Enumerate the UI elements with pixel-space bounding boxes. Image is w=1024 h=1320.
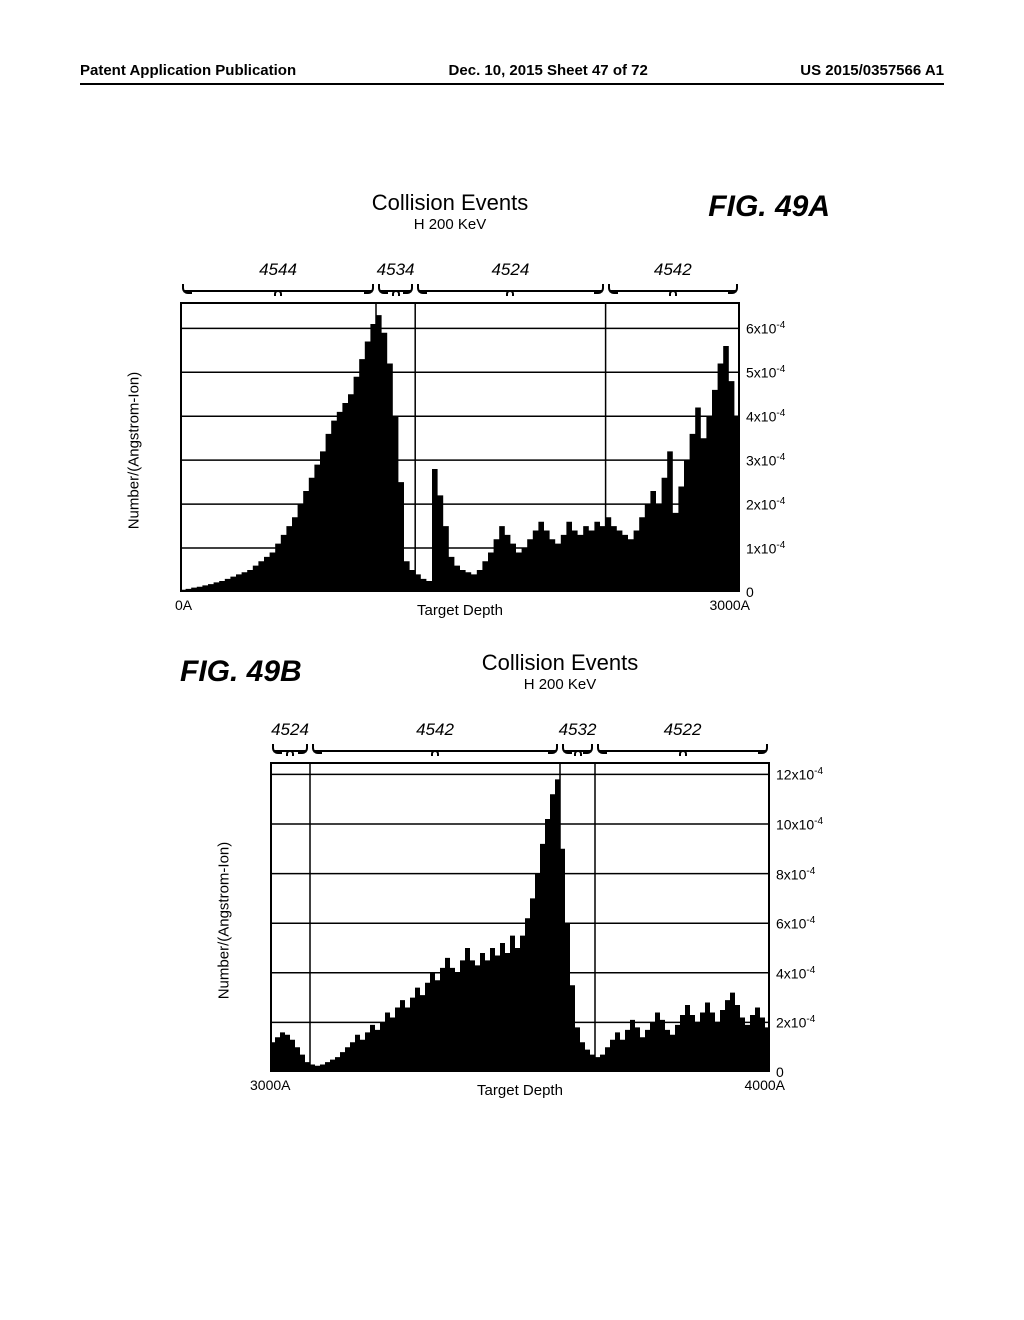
region-label: 4542 <box>648 260 698 280</box>
region-label: 4522 <box>658 720 708 740</box>
chart-b-subtitle: H 200 KeV <box>430 676 690 693</box>
region-brace <box>564 744 591 752</box>
header-left: Patent Application Publication <box>80 62 296 79</box>
region-brace <box>419 284 601 292</box>
region-brace <box>274 744 306 752</box>
region-label: 4542 <box>410 720 460 740</box>
plot-a <box>180 302 740 592</box>
y-tick: 6x10-4 <box>746 320 785 337</box>
figure-49a: Collision Events H 200 KeV FIG. 49A 4544… <box>140 190 860 592</box>
plot-b <box>270 762 770 1072</box>
figure-49b: FIG. 49B Collision Events H 200 KeV 4524… <box>180 650 860 1072</box>
y-tick: 12x10-4 <box>776 766 823 783</box>
region-brace <box>599 744 766 752</box>
region-label: 4532 <box>553 720 603 740</box>
y-tick: 6x10-4 <box>776 915 815 932</box>
region-brace <box>314 744 556 752</box>
y-tick: 3x10-4 <box>746 452 785 469</box>
region-brace <box>184 284 372 292</box>
chart-b-title: Collision Events <box>430 650 690 676</box>
regions-a: 4544 4534 4524 4542 <box>180 260 740 302</box>
regions-b: 4524454245324522 <box>270 720 770 762</box>
region-label: 4524 <box>485 260 535 280</box>
x-axis-label-b: Target Depth <box>270 1082 770 1099</box>
y-tick: 5x10-4 <box>746 364 785 381</box>
chart-a-subtitle: H 200 KeV <box>320 216 580 233</box>
region-label: 4534 <box>371 260 421 280</box>
figure-b-label: FIG. 49B <box>180 655 302 689</box>
y-tick: 8x10-4 <box>776 866 815 883</box>
chart-a-title: Collision Events <box>320 190 580 216</box>
y-tick: 1x10-4 <box>746 540 785 557</box>
region-brace <box>610 284 736 292</box>
header-right: US 2015/0357566 A1 <box>800 62 944 79</box>
y-tick: 4x10-4 <box>746 408 785 425</box>
y-tick: 10x10-4 <box>776 816 823 833</box>
region-label: 4524 <box>265 720 315 740</box>
region-label: 4544 <box>253 260 303 280</box>
y-tick: 2x10-4 <box>746 496 785 513</box>
page-header: Patent Application Publication Dec. 10, … <box>80 62 944 85</box>
y-axis-label-a: Number/(Angstrom-Ion) <box>125 372 142 530</box>
y-tick: 4x10-4 <box>776 965 815 982</box>
y-axis-label-b: Number/(Angstrom-Ion) <box>215 842 232 1000</box>
x-axis-label-a: Target Depth <box>180 602 740 619</box>
y-tick: 2x10-4 <box>776 1014 815 1031</box>
header-center: Dec. 10, 2015 Sheet 47 of 72 <box>449 62 648 79</box>
region-brace <box>380 284 411 292</box>
figure-a-label: FIG. 49A <box>708 190 830 224</box>
